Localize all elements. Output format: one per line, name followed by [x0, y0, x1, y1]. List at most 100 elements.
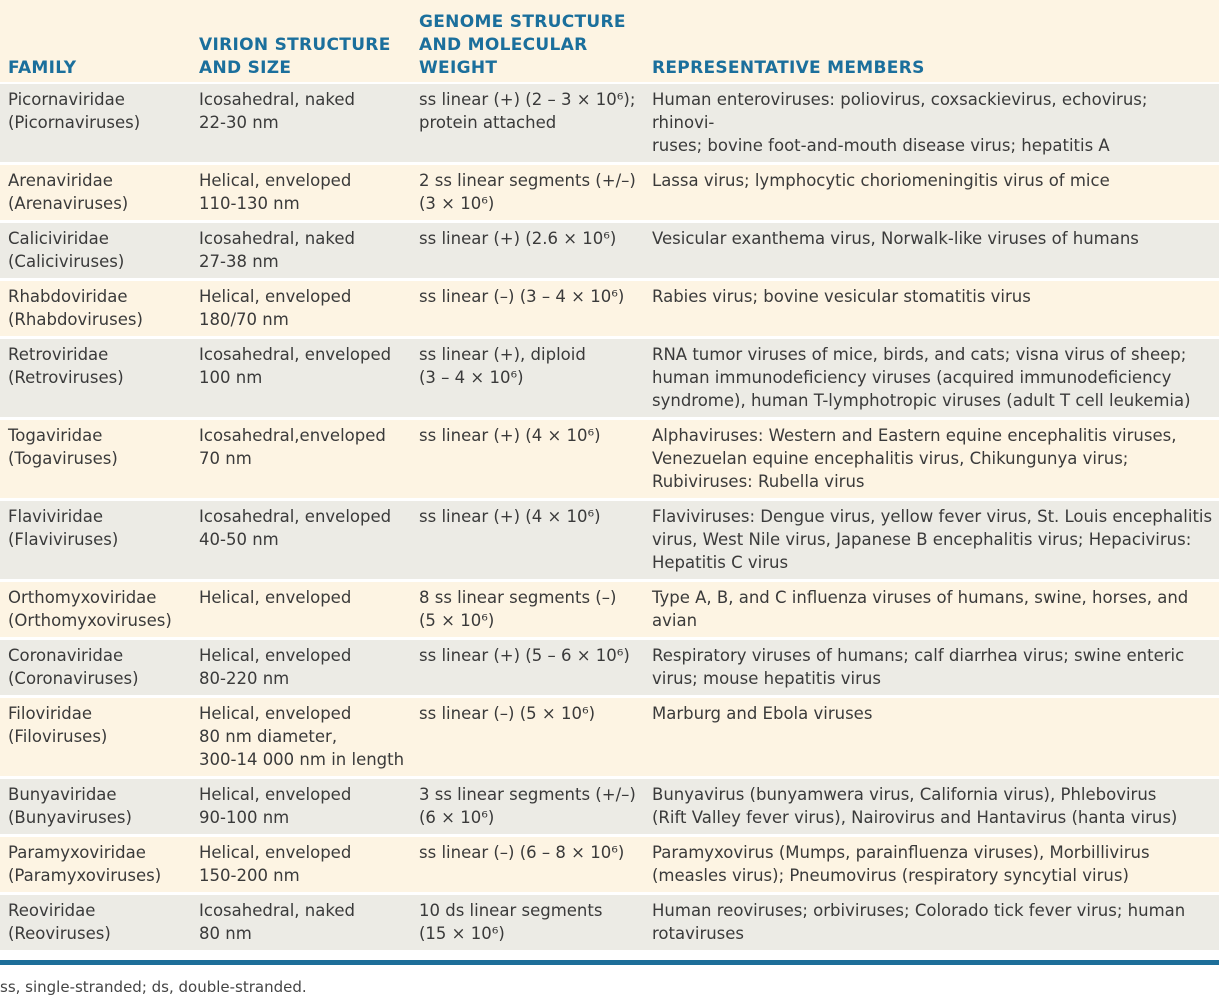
cell-line: rotaviruses	[652, 924, 745, 943]
cell-line: Filoviridae	[8, 704, 93, 723]
cell-line: WEIGHT	[419, 58, 498, 78]
cell-virion: Helical, enveloped 110-130 nm	[199, 169, 419, 215]
cell-virion: Helical, enveloped 180/70 nm	[199, 285, 419, 331]
cell-genome: ss linear (+) (2.6 × 10⁶)	[419, 227, 652, 273]
cell-line: virus, West Nile virus, Japanese B encep…	[652, 530, 1192, 549]
cell-line: Helical, enveloped	[199, 646, 352, 665]
cell-members: Alphaviruses: Western and Eastern equine…	[652, 424, 1219, 493]
cell-line: Caliciviridae	[8, 229, 109, 248]
cell-line: avian	[652, 611, 698, 630]
cell-genome: ss linear (+) (2 – 3 × 10⁶); protein atta…	[419, 88, 652, 157]
cell-line: (Orthomyxoviruses)	[8, 611, 172, 630]
cell-line: (6 × 10⁶)	[419, 808, 495, 827]
cell-line: Helical, enveloped	[199, 704, 352, 723]
cell-line: Hepatitis C virus	[652, 553, 789, 572]
cell-genome: ss linear (+) (4 × 10⁶)	[419, 424, 652, 493]
cell-line: Flaviviruses: Dengue virus, yellow fever…	[652, 507, 1213, 526]
cell-members: Respiratory viruses of humans; calf diar…	[652, 644, 1219, 690]
cell-line: 27-38 nm	[199, 252, 279, 271]
table-row: Retroviridae (Retroviruses) Icosahedral, e…	[0, 339, 1219, 420]
table-row: Coronaviridae (Coronaviruses) Helical, env…	[0, 640, 1219, 698]
cell-line: (Arenaviruses)	[8, 194, 129, 213]
cell-genome: ss linear (+) (4 × 10⁶)	[419, 505, 652, 574]
cell-line: Helical, enveloped	[199, 843, 352, 862]
cell-line: (Filoviruses)	[8, 727, 108, 746]
cell-virion: Icosahedral, naked 80 nm	[199, 899, 419, 945]
cell-virion: Helical, enveloped 90-100 nm	[199, 783, 419, 829]
cell-members: RNA tumor viruses of mice, birds, and ca…	[652, 343, 1219, 412]
cell-line: 70 nm	[199, 449, 252, 468]
cell-line: (Caliciviruses)	[8, 252, 125, 271]
cell-line: (Picornaviruses)	[8, 113, 141, 132]
table-row: Caliciviridae (Caliciviruses) Icosahedral,…	[0, 223, 1219, 281]
cell-line: 150-200 nm	[199, 866, 300, 885]
cell-line: Icosahedral, naked	[199, 90, 355, 109]
cell-virion: Icosahedral, naked 22-30 nm	[199, 88, 419, 157]
table-row: Filoviridae (Filoviruses) Helical, envelop…	[0, 698, 1219, 779]
cell-line: (Togaviruses)	[8, 449, 118, 468]
table-body: Picornaviridae (Picornaviruses) Icosahedra…	[0, 84, 1219, 953]
cell-line: virus; mouse hepatitis virus	[652, 669, 881, 688]
cell-line: (3 × 10⁶)	[419, 194, 495, 213]
cell-virion: Icosahedral, naked 27-38 nm	[199, 227, 419, 273]
cell-genome: ss linear (+), diploid (3 – 4 × 10⁶)	[419, 343, 652, 412]
cell-members: Paramyxovirus (Mumps, parainfluenza viru…	[652, 841, 1219, 887]
cell-line: (Flaviviruses)	[8, 530, 119, 549]
cell-line: Bunyavirus (bunyamwera virus, California…	[652, 785, 1157, 804]
table-row: Bunyaviridae (Bunyaviruses) Helical, envel…	[0, 779, 1219, 837]
cell-line: ss linear (–) (5 × 10⁶)	[419, 704, 596, 723]
cell-line: (Reoviruses)	[8, 924, 111, 943]
cell-line: ss linear (+) (2 – 3 × 10⁶);	[419, 90, 636, 109]
cell-line: Picornaviridae	[8, 90, 125, 109]
cell-line: Icosahedral, naked	[199, 229, 355, 248]
header-virion: VIRION STRUCTURE AND SIZE	[199, 34, 419, 80]
cell-line: AND SIZE	[199, 58, 292, 78]
cell-line: ss linear (+) (4 × 10⁶)	[419, 426, 601, 445]
cell-family: Flaviviridae (Flaviviruses)	[0, 505, 199, 574]
cell-line: ss linear (–) (6 – 8 × 10⁶)	[419, 843, 625, 862]
cell-line: 3 ss linear segments (+/–)	[419, 785, 636, 804]
cell-family: Picornaviridae (Picornaviruses)	[0, 88, 199, 157]
table-row: Reoviridae (Reoviruses) Icosahedral, naked…	[0, 895, 1219, 953]
cell-line: syndrome), human T-lymphotropic viruses …	[652, 391, 1191, 410]
cell-line: human immunodeficiency viruses (acquired…	[652, 368, 1172, 387]
cell-line: 40-50 nm	[199, 530, 279, 549]
cell-line: 90-100 nm	[199, 808, 290, 827]
cell-line: GENOME STRUCTURE	[419, 12, 626, 32]
cell-genome: 2 ss linear segments (+/–) (3 × 10⁶)	[419, 169, 652, 215]
cell-line: (5 × 10⁶)	[419, 611, 495, 630]
cell-line: Venezuelan equine encephalitis virus, Ch…	[652, 449, 1129, 468]
cell-line: (Retroviruses)	[8, 368, 124, 387]
cell-line: 80 nm diameter,	[199, 727, 338, 746]
table-row: Flaviviridae (Flaviviruses) Icosahedral, e…	[0, 501, 1219, 582]
cell-family: Paramyxoviridae (Paramyxoviruses)	[0, 841, 199, 887]
cell-genome: ss linear (–) (6 – 8 × 10⁶)	[419, 841, 652, 887]
cell-line: Paramyxovirus (Mumps, parainfluenza viru…	[652, 843, 1150, 862]
cell-family: Togaviridae (Togaviruses)	[0, 424, 199, 493]
cell-virion: Helical, enveloped	[199, 586, 419, 632]
cell-family: Reoviridae (Reoviruses)	[0, 899, 199, 945]
cell-virion: Icosahedral,enveloped 70 nm	[199, 424, 419, 493]
cell-virion: Helical, enveloped 80 nm diameter, 300-14 …	[199, 702, 419, 771]
cell-line: VIRION STRUCTURE	[199, 35, 391, 55]
cell-virion: Helical, enveloped 150-200 nm	[199, 841, 419, 887]
cell-line: ss linear (+) (5 – 6 × 10⁶)	[419, 646, 630, 665]
cell-line: Helical, enveloped	[199, 588, 352, 607]
cell-family: Coronaviridae (Coronaviruses)	[0, 644, 199, 690]
cell-line: REPRESENTATIVE MEMBERS	[652, 58, 925, 78]
table-row: Paramyxoviridae (Paramyxoviruses) Helical,…	[0, 837, 1219, 895]
cell-line: Alphaviruses: Western and Eastern equine…	[652, 426, 1177, 445]
cell-line: Rhabdoviridae	[8, 287, 128, 306]
cell-line: AND MOLECULAR	[419, 35, 588, 55]
cell-line: 80 nm	[199, 924, 252, 943]
bottom-rule	[0, 960, 1219, 965]
cell-line: 100 nm	[199, 368, 263, 387]
cell-line: (15 × 10⁶)	[419, 924, 505, 943]
cell-line: 10 ds linear segments	[419, 901, 603, 920]
cell-family: Retroviridae (Retroviruses)	[0, 343, 199, 412]
cell-line: 80-220 nm	[199, 669, 290, 688]
cell-line: (Paramyxoviruses)	[8, 866, 162, 885]
cell-line: (Bunyaviruses)	[8, 808, 132, 827]
cell-family: Bunyaviridae (Bunyaviruses)	[0, 783, 199, 829]
